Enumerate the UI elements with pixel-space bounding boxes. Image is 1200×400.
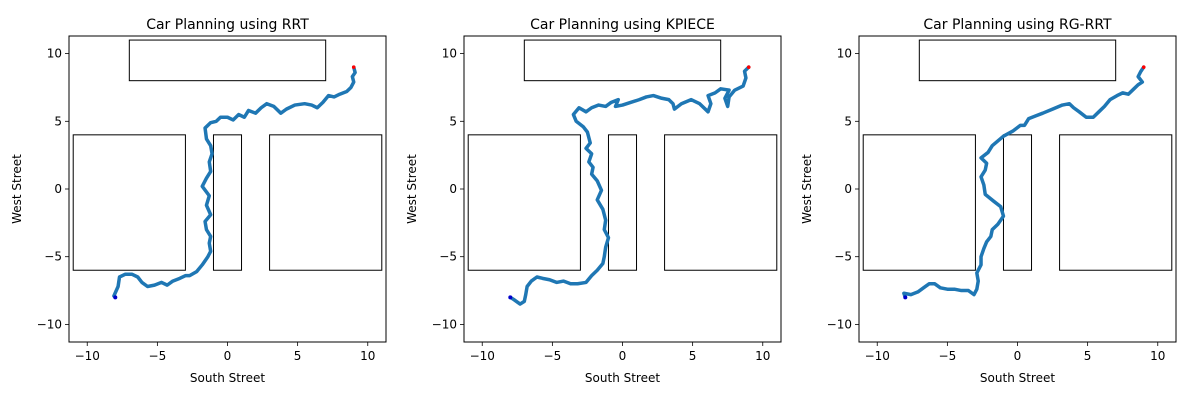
y-tick-label: −10 [432,317,457,331]
subplot-rg-rrt: Car Planning using RG-RRT South Street W… [800,17,1177,385]
x-axis-label: South Street [980,371,1055,385]
obstacle-rect [523,39,722,82]
x-tick-label: 0 [1014,349,1022,363]
y-tick-label: −10 [37,317,62,331]
x-tick-label: 5 [689,349,697,363]
y-tick-label: 5 [844,114,852,128]
obstacle-rect [607,134,638,271]
y-tick-label: 5 [449,114,457,128]
subplot-rrt: Car Planning using RRT South Street West… [10,17,387,385]
x-tick-label: −10 [470,349,495,363]
y-tick-label: −10 [827,317,852,331]
start-point [903,295,908,300]
x-axis-label: South Street [585,371,660,385]
y-tick-label: 10 [47,47,62,61]
x-tick-label: −5 [149,349,167,363]
y-tick-label: 10 [442,47,457,61]
obstacle-rect [664,134,778,271]
obstacle-rect [918,39,1117,82]
y-tick-label: 0 [449,182,457,196]
y-tick-label: 5 [54,114,62,128]
goal-point [1141,65,1146,69]
obstacle-rect [72,134,186,271]
x-tick-label: 10 [1150,349,1165,363]
obstacle-rect [269,134,383,271]
obstacle-rect [128,39,327,82]
x-tick-label: 10 [360,349,375,363]
chart-title: Car Planning using RRT [146,17,309,33]
y-tick-label: 0 [844,182,852,196]
y-axis-label: West Street [10,154,24,224]
planned-path [112,65,357,300]
obstacle-rect [212,134,243,271]
y-axis-label: West Street [405,154,419,224]
obstacle-rect [467,134,581,271]
x-tick-label: −10 [75,349,100,363]
planned-path [508,65,751,306]
x-tick-label: 0 [224,349,232,363]
obstacle-rect [1059,134,1173,271]
y-tick-label: 0 [54,182,62,196]
obstacle-rect [862,134,976,271]
y-tick-label: −5 [439,250,457,264]
x-tick-label: 5 [294,349,302,363]
y-tick-label: −5 [44,250,62,264]
chart-title: Car Planning using RG-RRT [923,17,1112,33]
y-tick-label: 10 [837,47,852,61]
goal-point [351,65,356,69]
y-axis-label: West Street [800,154,814,224]
x-tick-label: 5 [1084,349,1092,363]
start-point [508,295,513,300]
y-tick-label: −5 [834,250,852,264]
start-point [113,295,118,300]
subplot-kpiece: Car Planning using KPIECE South Street W… [405,17,782,385]
x-tick-label: −10 [865,349,890,363]
chart-title: Car Planning using KPIECE [530,17,715,33]
x-tick-label: 10 [755,349,770,363]
goal-point [746,65,751,69]
planned-path [902,65,1146,300]
x-axis-label: South Street [190,371,265,385]
x-tick-label: −5 [544,349,562,363]
obstacle-rect [1002,134,1033,271]
x-tick-label: 0 [619,349,627,363]
x-tick-label: −5 [939,349,957,363]
